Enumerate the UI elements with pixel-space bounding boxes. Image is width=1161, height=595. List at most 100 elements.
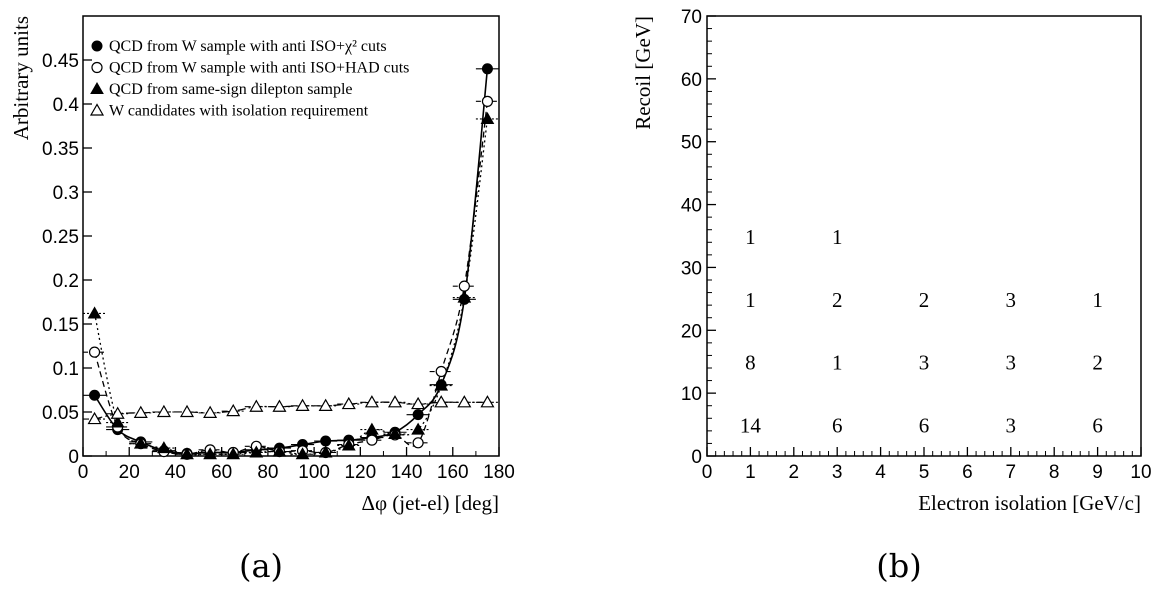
panel-label-a: (a) [239,547,283,585]
x-tick-label-a: 60 [211,462,232,483]
count-cell: 3 [1006,414,1017,438]
data-point [411,396,426,410]
legend-marker [89,103,105,116]
y-tick-label-b: 30 [681,258,702,279]
y-tick-label-a: 0.45 [42,51,79,72]
data-point [156,404,171,418]
data-point [157,441,171,454]
data-point [87,306,102,319]
x-tick-label-a: 40 [165,462,186,483]
legend-label: W candidates with isolation requirement [109,103,369,120]
y-tick-label-a: 0.3 [53,183,79,204]
legend-marker [91,61,103,74]
data-point [226,447,241,460]
legend-a: QCD from W sample with anti ISO+χ² cuts Q… [89,38,409,120]
x-tick-label-b: 3 [832,462,843,483]
data-point [89,389,101,401]
y-tick-label-a: 0.35 [42,139,79,160]
y-axis-label-a: Arbitrary units [9,16,33,140]
data-point [110,406,125,419]
data-point [249,399,264,412]
data-point [341,438,356,451]
data-point [458,280,470,292]
y-tick-label-a: 0.15 [42,315,79,336]
x-axis-label-b: Electron isolation [GeV/c] [918,491,1141,515]
data-point [318,398,333,411]
data-point [203,447,217,460]
count-cell: 2 [1092,351,1103,375]
y-tick-label-a: 0 [68,447,79,468]
x-tick-label-b: 4 [875,462,886,483]
data-point [272,399,287,412]
x-tick-label-b: 2 [789,462,800,483]
data-point [481,95,494,107]
y-tick-label-b: 10 [681,384,702,405]
fit-curve [93,68,489,455]
data-point [412,437,424,449]
x-tick-label-b: 7 [1006,462,1017,483]
x-tick-label-a: 180 [483,462,515,483]
data-point [110,415,125,428]
data-point [480,395,495,408]
chart-panel-a: 0 20 40 60 80 100 120 140 160 180 0 0.05 0.1 0.15 0.2 0… [9,15,515,585]
x-tick-label-b: 1 [745,462,756,483]
count-cells-b: 14 6 6 3 6 8 1 3 3 2 1 2 2 3 1 1 1 [740,225,1103,438]
y-tick-label-b: 20 [681,321,702,342]
legend-label: QCD from W sample with anti ISO+χ² cuts [109,38,387,55]
data-point [180,447,194,460]
y-tick-label-a: 0.1 [53,359,79,380]
data-point [480,111,495,124]
x-tick-label-b: 8 [1049,462,1060,483]
data-point [133,405,148,418]
data-point [435,365,447,378]
count-cell: 2 [832,288,843,312]
y-tick-label-b: 70 [681,7,702,28]
data-point [364,395,379,408]
plot-frame-b [706,15,1142,457]
x-tick-label-a: 20 [119,462,140,483]
data-point [365,422,379,435]
y-tick-label-b: 40 [681,196,702,217]
y-tick-label-a: 0.05 [42,403,79,424]
data-point [320,435,332,447]
data-markers-a [83,63,499,460]
count-cell: 6 [919,414,930,438]
y-axis-label-b: Recoil [GeV] [631,16,655,130]
x-tick-label-b: 0 [702,462,713,483]
count-cell: 1 [832,351,843,375]
count-cell: 3 [1006,351,1017,375]
count-cell: 8 [745,351,756,375]
y-tick-label-b: 0 [691,447,702,468]
y-tick-label-b: 60 [681,70,702,91]
fit-curve [93,101,489,455]
x-tick-label-b: 10 [1130,462,1151,483]
data-point [87,411,102,425]
count-cell: 3 [919,351,930,375]
count-cell: 6 [1092,414,1103,438]
data-point [457,395,472,408]
legend-marker [91,40,103,52]
panel-label-b: (b) [876,547,921,585]
count-cell: 1 [832,225,843,249]
x-tick-label-a: 140 [391,462,423,483]
data-point [412,409,424,421]
data-point [295,398,310,411]
legend-label: QCD from W sample with anti ISO+HAD cuts [109,60,409,77]
data-point [179,404,195,418]
data-point [366,434,378,446]
data-point [226,403,241,417]
data-point [318,445,333,458]
data-point [457,290,472,303]
x-tick-label-a: 160 [437,462,469,483]
data-point [388,426,402,439]
x-tick-label-b: 5 [919,462,930,483]
data-point [387,395,403,408]
y-tick-label-a: 0.4 [53,95,80,116]
count-cell: 1 [745,288,756,312]
data-point [341,396,356,410]
count-cell: 3 [1006,288,1017,312]
legend-marker [90,81,104,94]
x-tick-label-a: 120 [344,462,376,483]
data-point [249,445,264,458]
x-tick-label-a: 0 [78,462,89,483]
